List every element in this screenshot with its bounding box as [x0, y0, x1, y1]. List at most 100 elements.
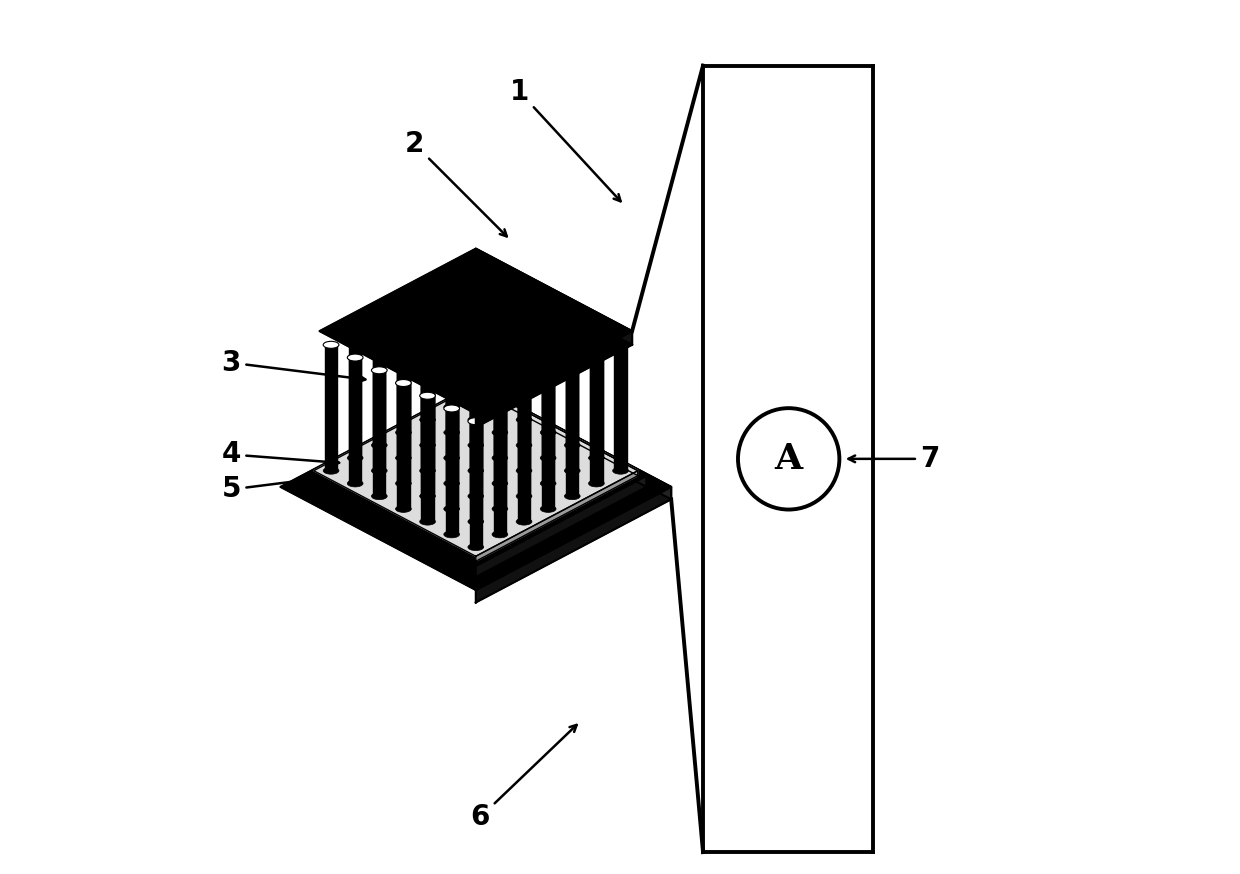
- Bar: [494, 307, 506, 433]
- Ellipse shape: [396, 329, 412, 336]
- Ellipse shape: [467, 392, 484, 399]
- Ellipse shape: [419, 316, 435, 323]
- Bar: [422, 371, 434, 496]
- Ellipse shape: [372, 493, 387, 500]
- Ellipse shape: [541, 379, 556, 386]
- Bar: [445, 281, 458, 407]
- Ellipse shape: [396, 303, 412, 310]
- Ellipse shape: [444, 404, 460, 411]
- Polygon shape: [476, 385, 637, 475]
- Bar: [445, 408, 458, 534]
- Ellipse shape: [564, 367, 580, 374]
- Ellipse shape: [492, 505, 507, 512]
- Bar: [445, 307, 458, 433]
- Bar: [397, 307, 409, 433]
- Polygon shape: [280, 384, 671, 590]
- Bar: [542, 332, 554, 458]
- Bar: [614, 345, 626, 471]
- Text: 5: 5: [221, 475, 309, 503]
- Bar: [445, 383, 458, 509]
- Text: A: A: [775, 442, 802, 475]
- Ellipse shape: [444, 429, 460, 436]
- Polygon shape: [305, 385, 646, 565]
- Ellipse shape: [396, 354, 412, 361]
- Bar: [567, 319, 578, 445]
- Ellipse shape: [492, 429, 507, 436]
- Ellipse shape: [396, 429, 412, 436]
- Ellipse shape: [396, 454, 412, 461]
- Ellipse shape: [492, 278, 507, 285]
- Ellipse shape: [467, 518, 484, 525]
- Ellipse shape: [324, 342, 339, 349]
- Polygon shape: [476, 331, 632, 427]
- Bar: [590, 357, 603, 483]
- Text: 4: 4: [222, 440, 339, 468]
- Bar: [494, 281, 506, 407]
- Bar: [494, 408, 506, 534]
- Ellipse shape: [419, 342, 435, 349]
- Ellipse shape: [613, 342, 629, 349]
- Bar: [422, 396, 434, 522]
- Ellipse shape: [324, 468, 339, 475]
- Bar: [397, 383, 409, 509]
- Ellipse shape: [419, 416, 435, 423]
- Ellipse shape: [492, 480, 507, 487]
- Ellipse shape: [419, 468, 435, 475]
- Polygon shape: [476, 248, 632, 345]
- Bar: [373, 371, 386, 496]
- Ellipse shape: [492, 329, 507, 336]
- Ellipse shape: [372, 441, 387, 448]
- Ellipse shape: [467, 441, 484, 448]
- Ellipse shape: [516, 290, 532, 297]
- Ellipse shape: [492, 405, 507, 412]
- Bar: [325, 345, 337, 471]
- Ellipse shape: [492, 303, 507, 310]
- Bar: [494, 357, 506, 483]
- Ellipse shape: [396, 505, 412, 512]
- Bar: [518, 294, 531, 420]
- Ellipse shape: [347, 354, 363, 361]
- Ellipse shape: [516, 342, 532, 349]
- Bar: [542, 383, 554, 509]
- Ellipse shape: [444, 505, 460, 512]
- Ellipse shape: [492, 531, 507, 538]
- Ellipse shape: [467, 391, 484, 398]
- Bar: [518, 396, 531, 522]
- Ellipse shape: [419, 290, 435, 297]
- Ellipse shape: [444, 278, 460, 285]
- Polygon shape: [476, 384, 671, 499]
- Bar: [494, 383, 506, 509]
- Polygon shape: [320, 248, 632, 413]
- Ellipse shape: [396, 379, 412, 386]
- Circle shape: [738, 408, 839, 510]
- Ellipse shape: [347, 480, 363, 487]
- Ellipse shape: [372, 342, 387, 349]
- Ellipse shape: [516, 441, 532, 448]
- Polygon shape: [476, 475, 646, 577]
- Text: 3: 3: [222, 349, 366, 382]
- Polygon shape: [476, 487, 671, 602]
- Ellipse shape: [444, 303, 460, 310]
- Bar: [470, 345, 482, 471]
- Ellipse shape: [347, 454, 363, 461]
- Bar: [567, 371, 578, 496]
- Bar: [567, 345, 578, 471]
- Ellipse shape: [444, 329, 460, 336]
- Bar: [542, 307, 554, 433]
- Ellipse shape: [444, 531, 460, 538]
- Bar: [470, 371, 482, 496]
- Bar: [518, 345, 531, 471]
- Ellipse shape: [372, 468, 387, 475]
- Bar: [494, 332, 506, 458]
- Bar: [422, 319, 434, 445]
- Polygon shape: [314, 385, 637, 556]
- Ellipse shape: [419, 367, 435, 374]
- Ellipse shape: [516, 416, 532, 423]
- Ellipse shape: [467, 468, 484, 475]
- Ellipse shape: [444, 354, 460, 361]
- Ellipse shape: [589, 480, 604, 487]
- Bar: [470, 396, 482, 522]
- Polygon shape: [476, 471, 637, 561]
- Ellipse shape: [564, 316, 580, 323]
- Bar: [445, 332, 458, 458]
